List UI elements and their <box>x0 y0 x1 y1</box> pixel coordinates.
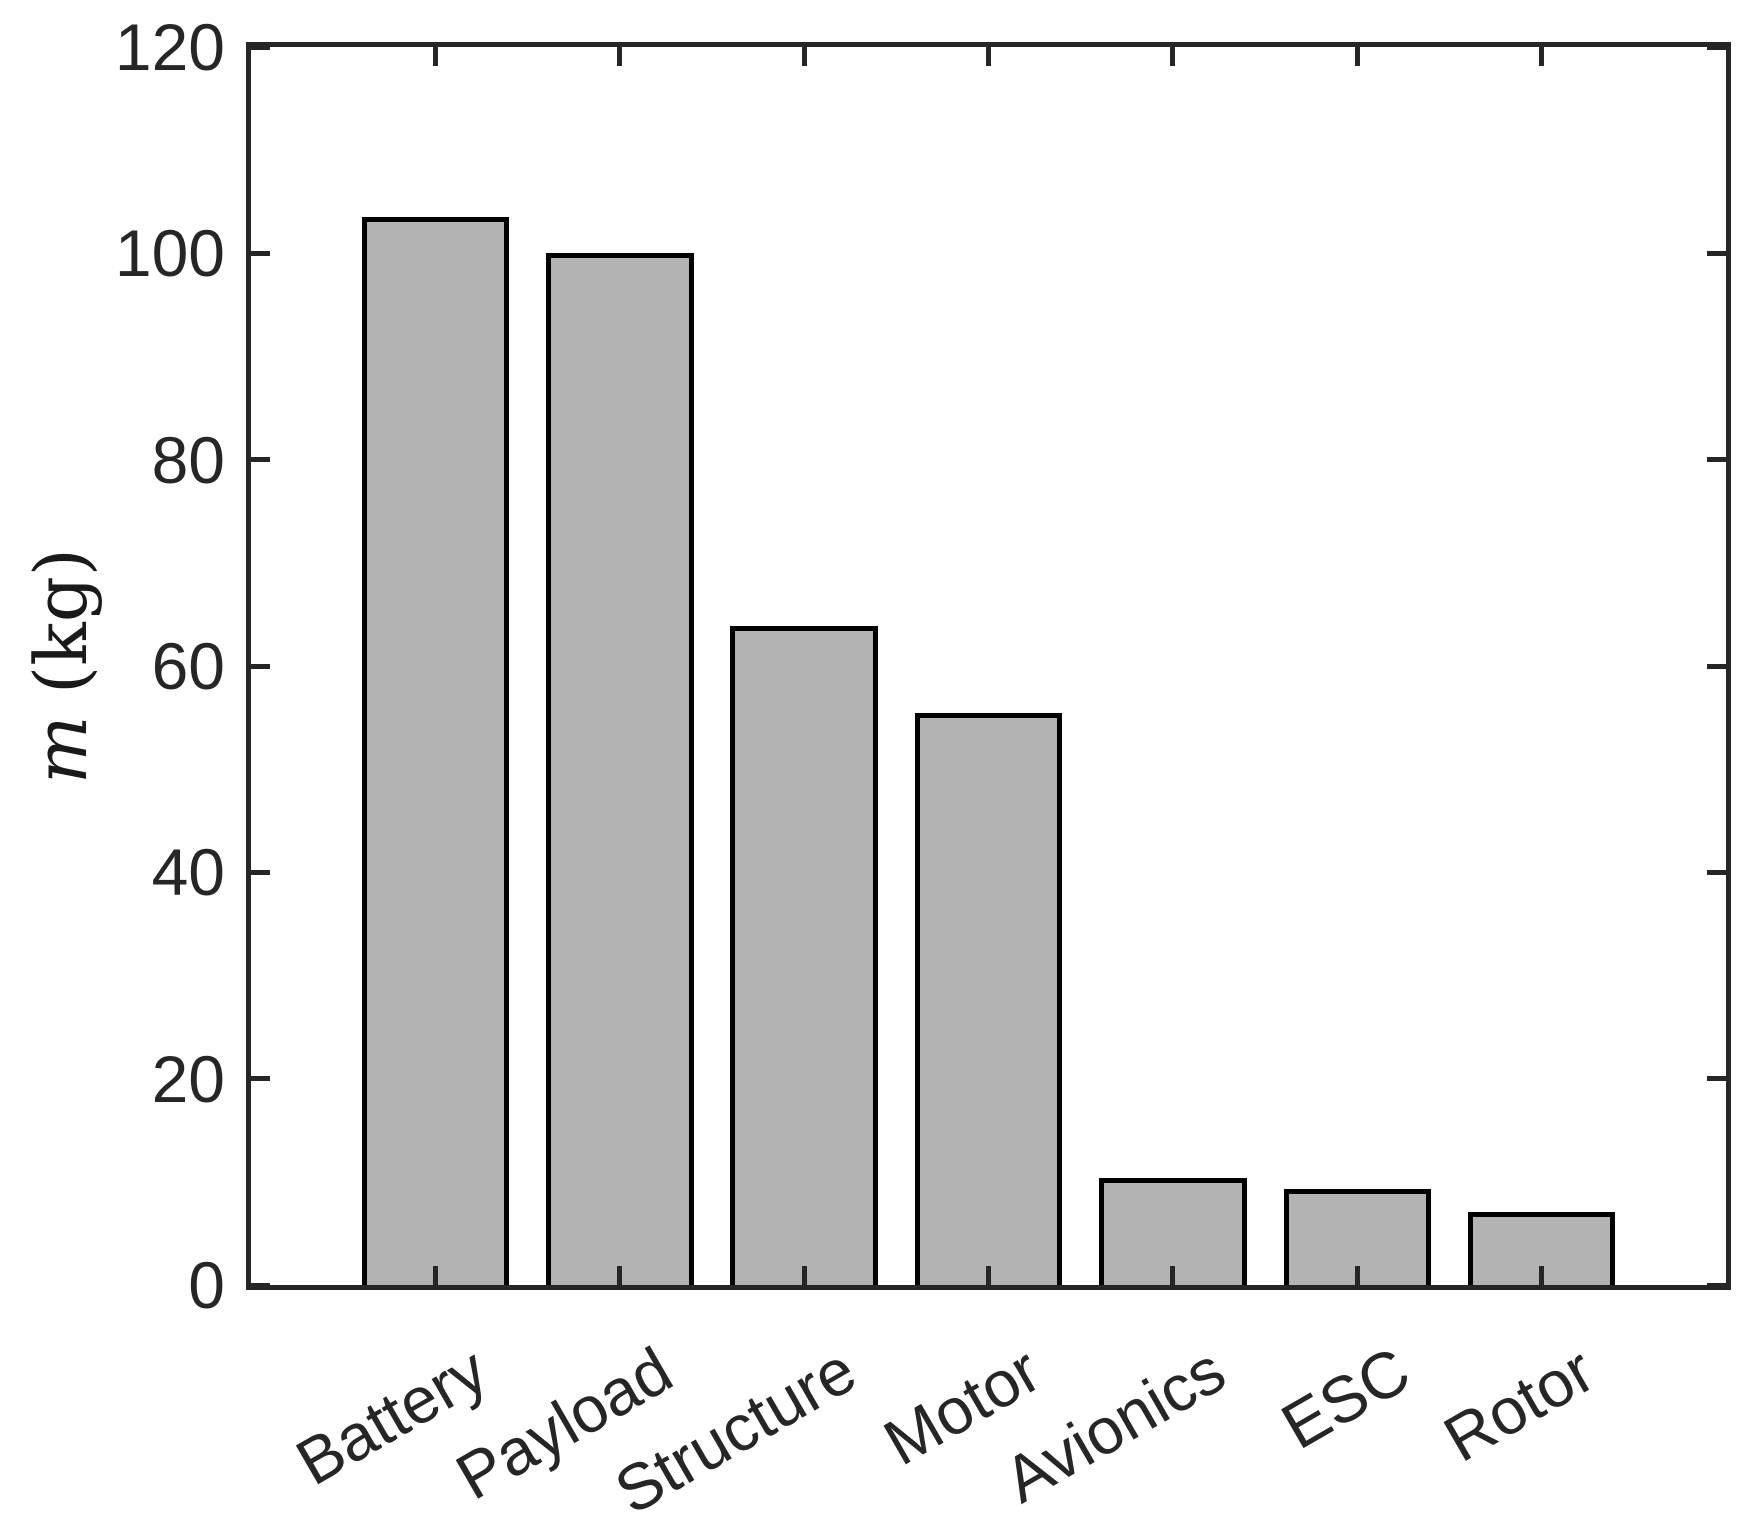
x-tick-mark <box>432 1266 438 1285</box>
x-tick-mark <box>801 1266 807 1285</box>
y-tick-mark-right <box>1707 1076 1726 1082</box>
bar-avionics <box>1099 1177 1247 1285</box>
x-tick-mark <box>1170 1266 1176 1285</box>
x-tick-mark <box>617 1266 623 1285</box>
bar-battery <box>361 217 510 1285</box>
y-tick-label: 0 <box>188 1248 225 1322</box>
y-tick-mark-right <box>1707 457 1726 463</box>
y-tick-mark <box>251 869 270 875</box>
y-axis-label-variable: m <box>19 715 103 784</box>
y-tick-mark <box>251 663 270 669</box>
x-tick-mark-top <box>1170 47 1176 66</box>
y-tick-mark <box>251 457 270 463</box>
y-tick-mark <box>251 250 270 256</box>
x-tick-mark-top <box>1539 47 1545 66</box>
x-tick-mark-top <box>617 47 623 66</box>
x-tick-mark-top <box>801 47 807 66</box>
bar-structure <box>730 625 878 1285</box>
y-tick-mark-right <box>1707 1282 1726 1288</box>
y-axis-label-unit: (kg) <box>19 548 103 695</box>
y-tick-label: 80 <box>151 422 225 497</box>
y-tick-label: 60 <box>151 629 225 703</box>
x-tick-mark <box>1354 1266 1360 1285</box>
y-tick-label: 100 <box>114 216 225 291</box>
x-tick-label-rotor: Rotor <box>1431 1332 1606 1476</box>
x-tick-mark-top <box>986 47 991 66</box>
y-tick-label: 120 <box>114 10 225 84</box>
y-tick-mark <box>251 1282 270 1288</box>
y-tick-label: 20 <box>151 1041 225 1116</box>
y-tick-mark-right <box>1707 869 1726 875</box>
x-tick-mark <box>1539 1266 1545 1285</box>
y-tick-mark-right <box>1707 44 1726 50</box>
y-axis-label: m (kg) <box>6 366 116 966</box>
y-tick-label: 40 <box>151 835 225 910</box>
x-tick-label-esc: ESC <box>1269 1332 1422 1463</box>
x-tick-mark <box>986 1266 991 1285</box>
y-tick-mark <box>251 1076 270 1082</box>
y-tick-mark-right <box>1707 250 1726 256</box>
y-tick-mark <box>251 44 270 50</box>
x-tick-mark-top <box>432 47 438 66</box>
y-tick-mark-right <box>1707 663 1726 669</box>
bar-payload <box>546 253 694 1285</box>
x-tick-mark-top <box>1354 47 1360 66</box>
bar-motor <box>914 713 1063 1285</box>
plot-area <box>246 42 1731 1290</box>
